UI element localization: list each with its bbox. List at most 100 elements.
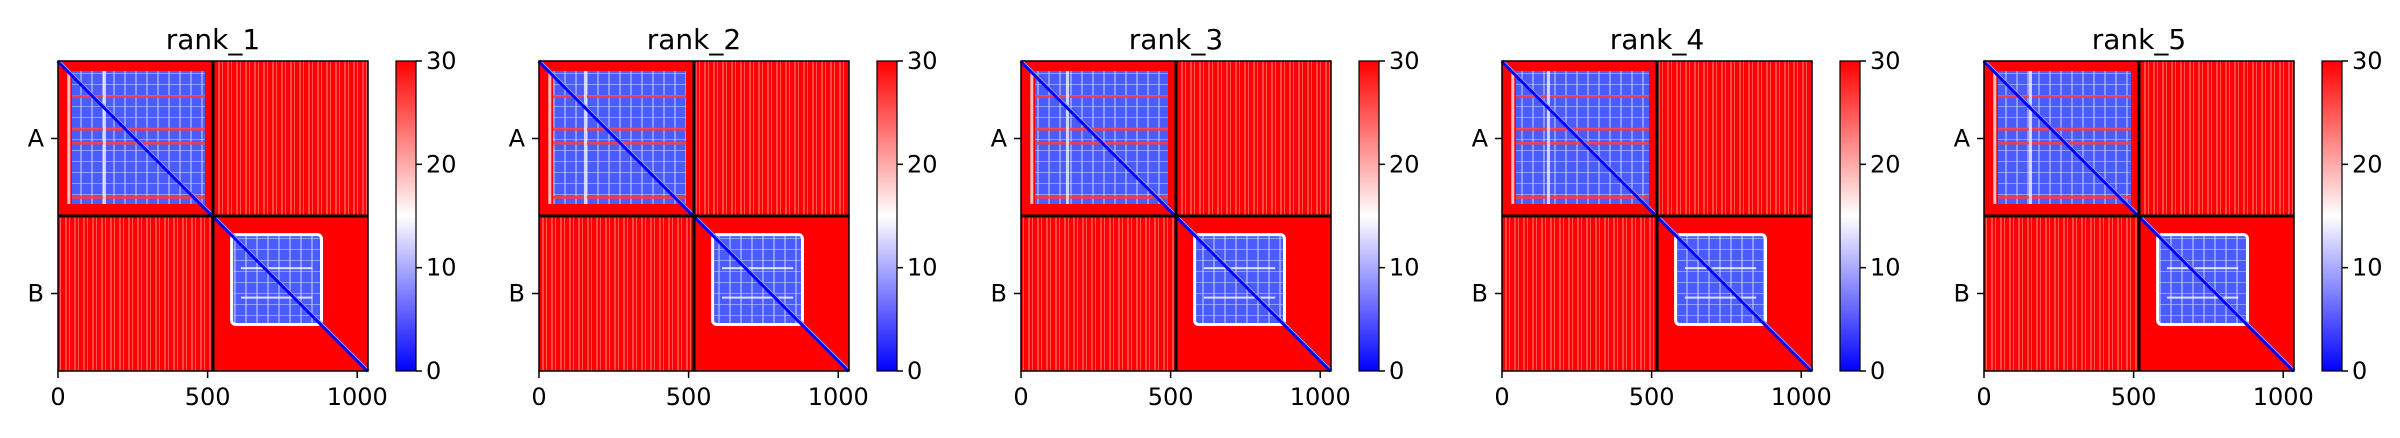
block-b-a [1021,216,1176,371]
block-a-a-band [102,71,106,204]
y-tick-label: B [28,280,44,308]
x-tick-label: 0 [531,383,546,411]
colorbar-frame [1358,60,1380,372]
colorbar-frame [1839,60,1861,372]
colorbar-tick-label: 30 [426,47,457,75]
block-a-a-band [72,95,205,99]
panel-title: rank_4 [1610,23,1704,56]
block-a-a [1035,71,1168,204]
colorbar-tick-label: 20 [1870,150,1901,178]
colorbar-tick-label: 30 [907,47,938,75]
block-a-a-band [1998,195,2131,199]
block-a-a-band [1035,195,1168,199]
block-a-a-band [553,195,686,199]
block-a-a-band [1993,71,1997,204]
block-a-a-band [1516,195,1649,199]
axes-frame [1501,60,1813,372]
x-tick-label: 1000 [327,383,388,411]
block-a-a-band [1065,71,1069,204]
y-tick-label: A [991,125,1008,153]
colorbar-tick-label: 0 [1870,357,1885,385]
x-tick-label: 0 [1976,383,1991,411]
colorbar-frame [395,60,417,372]
colorbar-tick-label: 20 [907,150,938,178]
block-a-a-band [1035,95,1168,99]
y-tick-label: B [509,280,525,308]
colorbar-tick-label: 0 [426,357,441,385]
x-tick-label: 500 [185,383,231,411]
y-tick-label: A [1472,125,1489,153]
colorbar-frame [2321,60,2343,372]
x-tick-label: 1000 [1771,383,1832,411]
y-tick-label: A [509,125,526,153]
y-tick-label: B [1954,280,1970,308]
heatmap-panel: rank_3 A B 0 500 1000 0 10 20 30 [991,23,1420,411]
block-a-a [553,71,686,204]
block-a-a-band [2028,71,2032,204]
colorbar [2322,61,2342,371]
block-b-b-band [1203,267,1276,270]
colorbar-tick-label: 0 [1389,357,1404,385]
colorbar [1840,61,1860,371]
block-b-b-band [721,267,794,270]
x-tick-label: 1000 [2253,383,2314,411]
block-b-a [1984,216,2139,371]
colorbar [877,61,897,371]
block-b-b-band [1684,267,1757,270]
x-tick-label: 500 [2111,383,2157,411]
panel-title: rank_2 [647,23,741,56]
colorbar-tick-label: 20 [2352,150,2383,178]
x-tick-label: 1000 [1290,383,1351,411]
block-a-b [213,61,368,216]
block-a-a [1516,71,1649,204]
colorbar-tick-label: 0 [907,357,922,385]
x-tick-label: 1000 [808,383,869,411]
block-b-b-band [1203,296,1276,299]
panel-title: rank_3 [1129,23,1223,56]
block-a-b [1657,61,1812,216]
y-tick-label: A [28,125,45,153]
block-a-a-band [1035,127,1168,131]
axes-frame [538,60,850,372]
block-b-b-band [721,296,794,299]
y-tick-label: B [991,280,1007,308]
block-a-a-band [553,127,686,131]
colorbar-tick-label: 10 [426,254,457,282]
block-a-a-band [72,127,205,131]
block-a-a-band [1516,127,1649,131]
block-a-b [694,61,849,216]
heatmap-panel: rank_1 A B 0 500 1000 0 10 20 30 [28,23,457,411]
block-a-b [2139,61,2294,216]
heatmap-panel: rank_5 A B 0 500 1000 0 10 20 30 [1954,23,2383,411]
block-a-b [1176,61,1331,216]
panel-title: rank_5 [2092,23,2186,56]
block-b-a [58,216,213,371]
block-a-a-band [1998,95,2131,99]
block-b-a [539,216,694,371]
heatmap-panel: rank_2 A B 0 500 1000 0 10 20 30 [509,23,938,411]
colorbar [1359,61,1379,371]
panel-title: rank_1 [166,23,260,56]
x-tick-label: 0 [1494,383,1509,411]
colorbar-tick-label: 30 [1389,47,1420,75]
block-a-a-band [583,71,587,204]
block-a-a-band [548,71,552,204]
axes-frame [1983,60,2295,372]
block-a-a-band [1511,71,1515,204]
block-a-a-band [1546,71,1550,204]
block-a-a-band [1998,127,2131,131]
x-tick-label: 500 [666,383,712,411]
colorbar-tick-label: 30 [1870,47,1901,75]
colorbar-tick-label: 10 [2352,254,2383,282]
y-tick-label: A [1954,125,1971,153]
x-tick-label: 0 [1013,383,1028,411]
block-a-a-band [1516,95,1649,99]
block-b-b-band [2166,296,2239,299]
colorbar-tick-label: 20 [1389,150,1420,178]
block-a-a-band [1030,71,1034,204]
block-a-a-band [67,71,71,204]
colorbar-frame [876,60,898,372]
block-b-b-band [2166,267,2239,270]
colorbar-tick-label: 0 [2352,357,2367,385]
